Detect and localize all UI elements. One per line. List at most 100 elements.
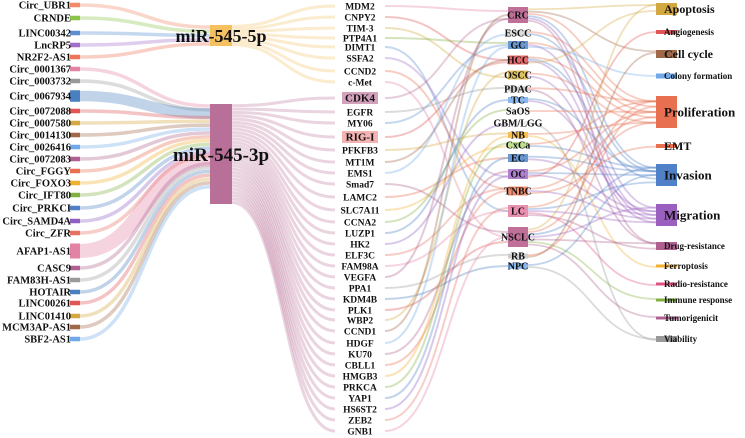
cancer-bar-tnbc[interactable] [508, 186, 528, 196]
source-label: LINC00261 [18, 299, 71, 310]
cancer-bar-nsclc[interactable] [508, 227, 528, 247]
node-bar-circ-0067934[interactable] [70, 90, 80, 102]
gene-node-gnb1[interactable]: GNB1 [347, 428, 373, 438]
node-bar-nr2f2-as1[interactable] [70, 54, 80, 60]
gene-node-prkca[interactable]: PRKCA [343, 384, 377, 394]
gene-node-ptp4a1[interactable]: PTP4A1 [343, 35, 378, 45]
node-bar-circ-0072083[interactable] [70, 156, 80, 162]
cancer-bar-nb[interactable] [508, 132, 528, 138]
mirna-node-mir-545-5p[interactable] [210, 25, 232, 46]
cancer-bar-lc[interactable] [508, 205, 528, 217]
gene-node-tim-3[interactable]: TIM-3 [347, 25, 374, 35]
phenotype-bar-colony-formation[interactable] [656, 73, 677, 79]
node-bar-hotair[interactable] [70, 289, 80, 295]
node-bar-linc01410[interactable] [70, 313, 80, 319]
gene-node-plk1[interactable]: PLK1 [348, 307, 373, 317]
gene-node-elf3c[interactable]: ELF3C [345, 252, 375, 262]
node-bar-circ-zfr[interactable] [70, 230, 80, 236]
phenotype-bar-radio-resistance[interactable] [656, 282, 677, 286]
gene-node-zeb2[interactable]: ZEB2 [348, 417, 372, 427]
node-bar-lncrp5[interactable] [70, 42, 80, 48]
node-bar-crnde[interactable] [70, 15, 80, 21]
mirna-node-mir-545-3p[interactable] [210, 104, 232, 204]
phenotype-bar-migration[interactable] [656, 204, 677, 226]
node-bar-circ-0007580[interactable] [70, 120, 80, 126]
gene-node-cdk4[interactable]: CDK4 [345, 93, 375, 105]
phenotype-bar-apoptosis[interactable] [656, 3, 677, 15]
phenotype-bar-emt[interactable] [656, 144, 677, 148]
gene-node-egfr[interactable]: EGFR [347, 109, 374, 119]
phenotype-bar-immune-response[interactable] [656, 298, 677, 302]
gene-node-hs6st2[interactable]: HS6ST2 [343, 406, 377, 416]
gene-node-hk2[interactable]: HK2 [350, 241, 370, 251]
gene-node-wbp2[interactable]: WBP2 [347, 317, 374, 327]
phenotype-bar-invasion[interactable] [656, 164, 677, 186]
gene-node-cbll1[interactable]: CBLL1 [345, 362, 376, 372]
cancer-bar-escc[interactable] [508, 30, 528, 36]
cancer-bar-pdac[interactable] [508, 86, 528, 92]
gene-node-hdgf[interactable]: HDGF [346, 340, 374, 350]
node-bar-circ-0072088[interactable] [70, 108, 80, 114]
phenotype-bar-drug-resistance[interactable] [656, 242, 677, 250]
node-bar-circ-0001367[interactable] [70, 66, 80, 72]
gene-node-ccna2[interactable]: CCNA2 [344, 219, 376, 229]
gene-node-ems1[interactable]: EMS1 [347, 170, 373, 180]
gene-node-rig-i[interactable]: RIG-I [346, 132, 375, 144]
node-bar-sbf2-as1[interactable] [70, 336, 80, 342]
gene-node-vegfa[interactable]: VEGFA [344, 274, 377, 284]
cancer-bar-cxca[interactable] [508, 142, 528, 148]
cancer-bar-ec[interactable] [508, 154, 528, 162]
gene-node-ppa1[interactable]: PPA1 [349, 285, 372, 295]
gene-node-ssfa2[interactable]: SSFA2 [346, 55, 374, 65]
gene-node-ku70[interactable]: KU70 [348, 351, 372, 361]
node-bar-circ-0003732[interactable] [70, 78, 80, 84]
cancer-bar-oc[interactable] [508, 169, 528, 179]
gene-node-ccnd2[interactable]: CCND2 [344, 68, 376, 78]
phenotype-bar-tumorigenicit[interactable] [656, 316, 677, 320]
gene-node-cnpy2[interactable]: CNPY2 [344, 14, 375, 24]
node-bar-fam83h-as1[interactable] [70, 277, 80, 283]
gene-node-kdm4b[interactable]: KDM4B [343, 296, 378, 306]
node-bar-linc00342[interactable] [70, 30, 80, 36]
node-bar-circ-fggy[interactable] [70, 168, 80, 174]
gene-node-hmgb3[interactable]: HMGB3 [343, 373, 378, 383]
phenotype-bar-viability[interactable] [656, 336, 677, 342]
cancer-bar-hcc[interactable] [508, 55, 528, 65]
gene-node-ccnd1[interactable]: CCND1 [344, 328, 376, 338]
gene-node-mt1m[interactable]: MT1M [345, 159, 374, 169]
cancer-bar-oscc[interactable] [508, 70, 528, 80]
gene-node-slc7a11[interactable]: SLC7A11 [340, 207, 379, 217]
gene-node-dimt1[interactable]: DIMT1 [345, 44, 376, 54]
node-bar-mcm3ap-as1[interactable] [70, 324, 80, 330]
gene-node-fam98a[interactable]: FAM98A [341, 263, 378, 273]
phenotype-bar-angiogenesis[interactable] [656, 30, 677, 34]
node-bar-circ-foxo3[interactable] [70, 180, 80, 186]
gene-node-c-met[interactable]: c-Met [348, 79, 373, 89]
gene-node-luzp1[interactable]: LUZP1 [345, 230, 375, 240]
node-bar-circ-prkci[interactable] [70, 205, 80, 211]
gene-node-pfkfb3[interactable]: PFKFB3 [342, 147, 378, 157]
phenotype-bar-cell-cycle[interactable] [656, 50, 677, 58]
node-bar-circ-samd4a[interactable] [70, 218, 80, 224]
node-bar-linc00261[interactable] [70, 300, 80, 306]
node-bar-afap1-as1[interactable] [70, 243, 80, 259]
node-bar-circ-0014130[interactable] [70, 132, 80, 138]
cancer-bar-gbm-lgg[interactable] [508, 121, 528, 125]
node-bar-circ-ift80[interactable] [70, 192, 80, 198]
gene-node-lamc2[interactable]: LAMC2 [343, 194, 377, 204]
node-bar-circ-0026416[interactable] [70, 144, 80, 150]
node-bar-circ-ubr1[interactable] [70, 2, 80, 8]
phenotype-bar-ferroptosis[interactable] [656, 264, 677, 268]
cancer-bar-rb[interactable] [508, 253, 528, 259]
gene-node-smad7[interactable]: Smad7 [346, 181, 374, 191]
phenotype-bar-proliferation[interactable] [656, 96, 677, 128]
cancer-bar-npc[interactable] [508, 263, 528, 269]
gene-node-my06[interactable]: MY06 [347, 120, 373, 130]
cancer-bar-tc[interactable] [508, 97, 528, 103]
cancer-bar-saos[interactable] [508, 109, 528, 113]
gene-node-mdm2[interactable]: MDM2 [345, 3, 375, 13]
gene-node-yap1[interactable]: YAP1 [348, 395, 372, 405]
cancer-bar-gc[interactable] [508, 41, 528, 49]
node-bar-casc9[interactable] [70, 265, 80, 271]
cancer-bar-crc[interactable] [508, 7, 528, 23]
